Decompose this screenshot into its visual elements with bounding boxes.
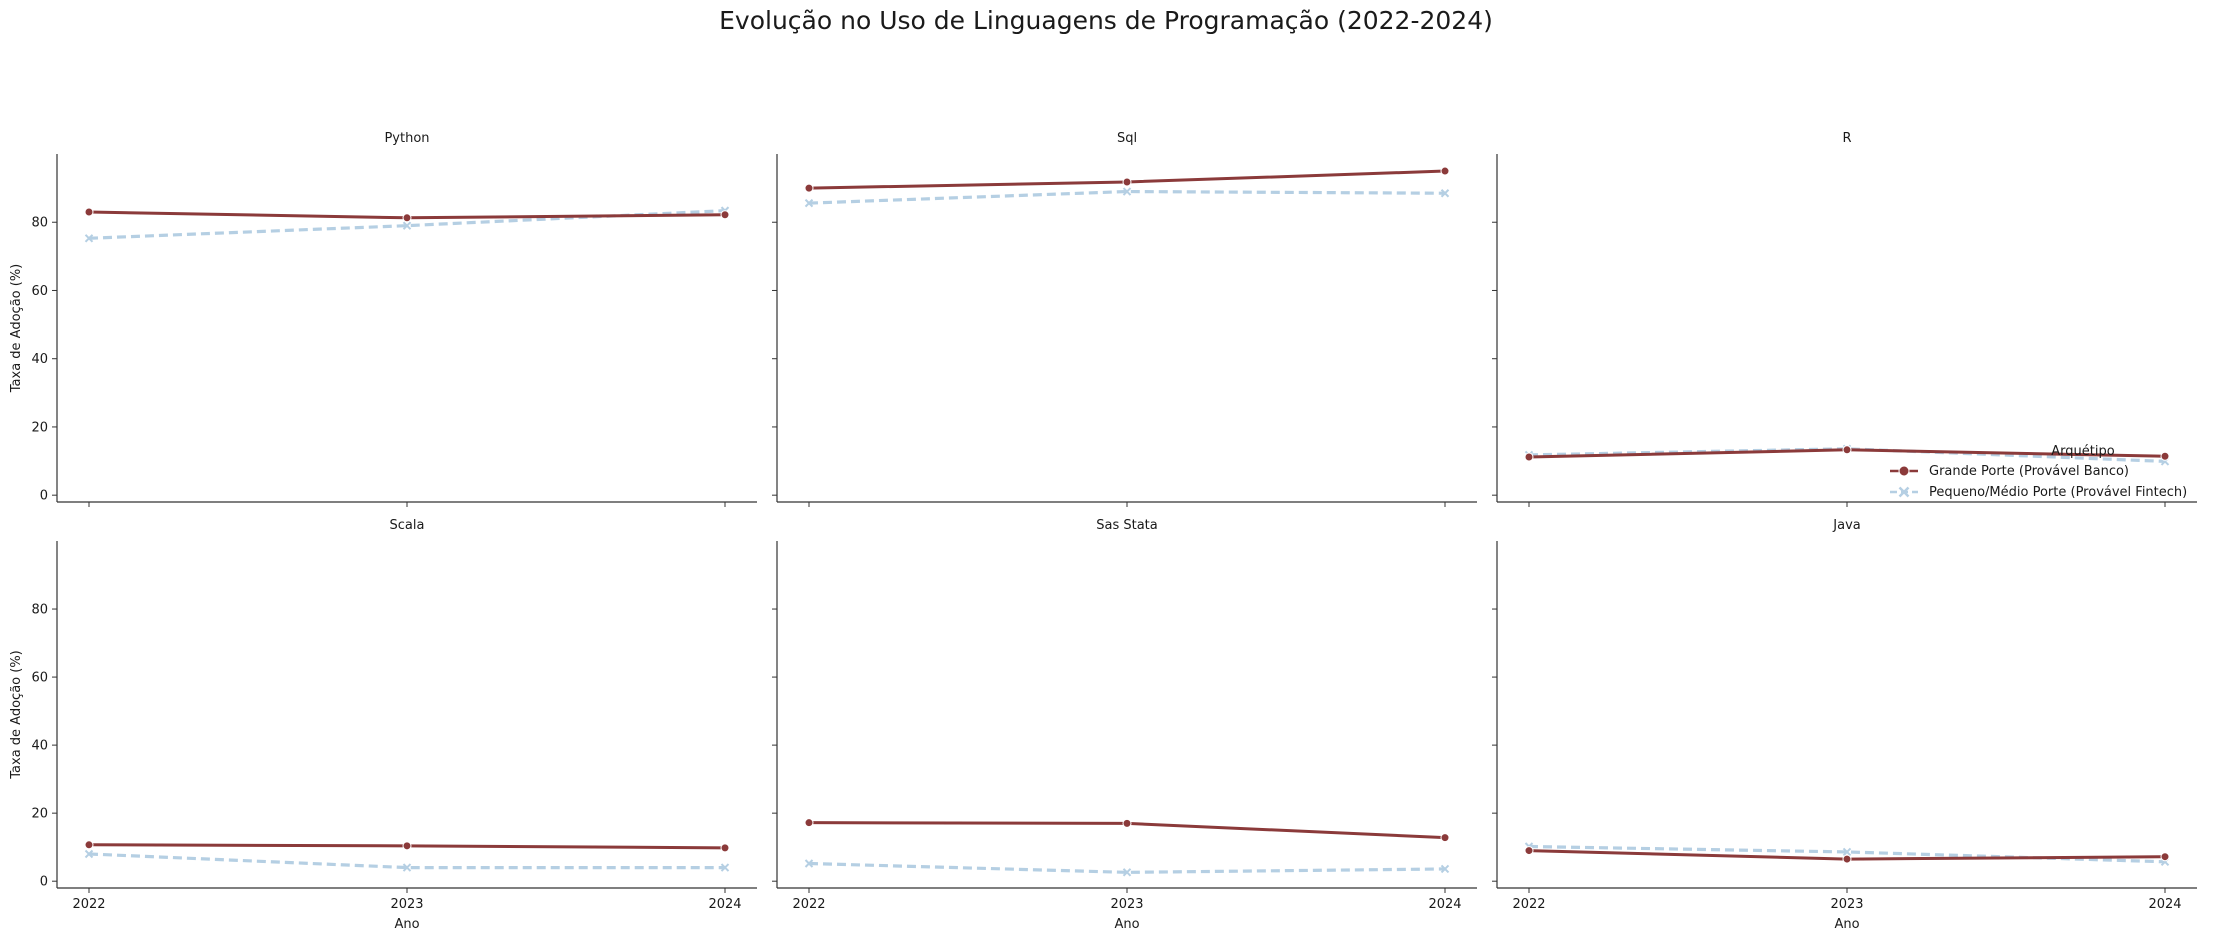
data-point-pequeno-medio-porte [804, 859, 814, 868]
data-point-grande-porte [804, 183, 814, 193]
panel-r: R [1492, 131, 2197, 507]
series-line-pequeno-medio-porte [88, 852, 725, 870]
data-point-grande-porte [1122, 818, 1132, 828]
data-point-grande-porte [2160, 852, 2170, 862]
data-point-grande-porte [1122, 177, 1132, 187]
series-line-pequeno-medio-porte [808, 189, 1446, 205]
x-axis-label: Ano [1114, 917, 1139, 932]
x-tick-label: 2022 [72, 897, 105, 912]
x-tick-label: 2024 [2148, 897, 2181, 912]
data-point-pequeno-medio-porte [804, 198, 814, 208]
data-point-pequeno-medio-porte [1440, 189, 1450, 198]
x-tick-label: 2023 [390, 897, 423, 912]
x-tick-label: 2022 [1512, 897, 1545, 912]
data-point-grande-porte [1842, 445, 1852, 455]
legend-title: Arquétipo [2051, 444, 2114, 459]
x-tick-label: 2022 [792, 897, 825, 912]
panel-java: Java 2022 2023 2024 Ano [1492, 518, 2197, 932]
y-tick-label: 60 [31, 284, 48, 299]
data-point-pequeno-medio-porte [1122, 187, 1132, 196]
y-tick-label: 40 [31, 352, 48, 367]
y-tick-label: 20 [31, 807, 48, 822]
panel-sas-stata: Sas Stata 2022 2023 2024 Ano [772, 518, 1477, 932]
panel-sql: Sql [772, 131, 1477, 507]
data-point-grande-porte [2160, 451, 2170, 461]
data-point-grande-porte [1440, 166, 1450, 176]
data-point-pequeno-medio-porte [402, 221, 412, 230]
data-point-pequeno-medio-porte [402, 863, 412, 872]
panel-title-r: R [1842, 131, 1851, 146]
series-line-pequeno-medio-porte [1528, 844, 2166, 864]
legend-marker-pequeno-medio-porte [1898, 486, 1910, 498]
y-tick-label: 0 [40, 875, 48, 890]
legend-marker-grande-porte [1898, 465, 1910, 477]
data-point-grande-porte [720, 843, 730, 853]
y-tick-label: 0 [40, 489, 48, 504]
panel-title-sql: Sql [1117, 131, 1137, 146]
data-point-grande-porte [402, 841, 412, 851]
series-line-pequeno-medio-porte [1528, 447, 2166, 463]
y-tick-label: 20 [31, 420, 48, 435]
y-tick-label: 80 [31, 216, 48, 231]
data-point-grande-porte [804, 818, 814, 828]
panel-scala: Scala 0 20 40 60 80 2022 2023 2024 Ano Taxa de Ado… [9, 518, 757, 932]
data-point-grande-porte [84, 840, 94, 850]
y-axis-label: Taxa de Adoção (%) [9, 264, 24, 394]
y-axis-label: Taxa de Adoção (%) [9, 650, 24, 780]
x-tick-label: 2023 [1110, 897, 1143, 912]
data-point-grande-porte [1524, 846, 1534, 856]
data-point-grande-porte [1440, 833, 1450, 843]
x-tick-label: 2023 [1830, 897, 1863, 912]
data-point-pequeno-medio-porte [720, 863, 730, 872]
legend: Arquétipo Grande Porte (Provável Banco) … [1890, 444, 2187, 500]
x-axis-label: Ano [394, 917, 419, 932]
legend-label-grande-porte: Grande Porte (Provável Banco) [1929, 464, 2129, 479]
data-point-pequeno-medio-porte [1440, 864, 1450, 874]
panel-title-java: Java [1832, 518, 1860, 533]
y-tick-label: 40 [31, 739, 48, 754]
data-point-grande-porte [402, 213, 412, 223]
y-tick-label: 60 [31, 671, 48, 686]
panel-python: Python 0 20 40 60 80 Taxa de Adoção (%) [9, 131, 757, 507]
y-tick-label: 80 [31, 603, 48, 618]
panel-title-scala: Scala [390, 518, 425, 533]
series-line-pequeno-medio-porte [88, 209, 726, 240]
chart-title: Evolução no Uso de Linguagens de Program… [719, 6, 1493, 35]
data-point-grande-porte [1842, 854, 1852, 864]
data-point-pequeno-medio-porte [1842, 847, 1852, 857]
data-point-grande-porte [84, 207, 94, 217]
x-tick-label: 2024 [708, 897, 741, 912]
x-axis-label: Ano [1834, 917, 1859, 932]
data-point-pequeno-medio-porte [1122, 868, 1132, 877]
panel-title-sas-stata: Sas Stata [1096, 518, 1158, 533]
data-point-grande-porte [720, 210, 730, 220]
x-tick-label: 2024 [1428, 897, 1461, 912]
series-line-pequeno-medio-porte [808, 861, 1446, 874]
legend-label-pequeno-medio-porte: Pequeno/Médio Porte (Provável Fintech) [1929, 485, 2187, 500]
data-point-pequeno-medio-porte [84, 849, 94, 859]
data-point-grande-porte [1524, 452, 1534, 462]
data-point-pequeno-medio-porte [84, 234, 94, 243]
panel-title-python: Python [384, 131, 429, 146]
